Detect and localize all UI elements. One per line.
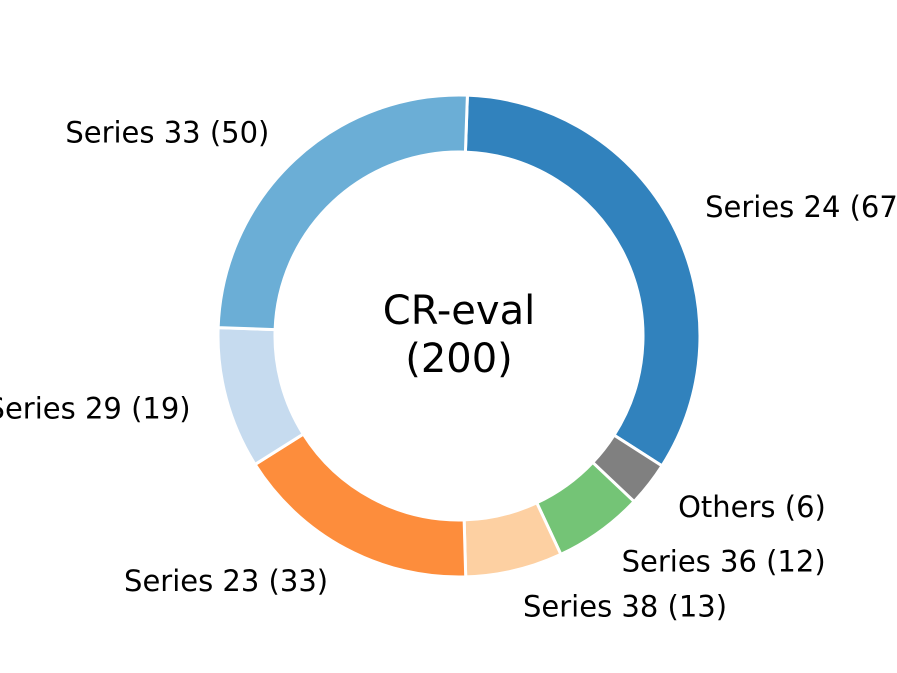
slice-label-7: Series 33 (50) [65,116,269,150]
slice-label-2: Others (6) [678,490,826,524]
slice-labels: Series 24 (67) Others (6) Series 36 (12) Se… [0,116,897,624]
slice-label-5: Series 23 (33) [124,564,328,598]
slice-label-1: Series 24 (67) [705,190,897,224]
slice-1 [463,93,702,468]
slice-label-6: Series 29 (19) [0,391,191,425]
donut-slices [216,93,702,579]
slice-label-4: Series 38 (13) [523,590,727,624]
slice-label-3: Series 36 (12) [622,545,826,579]
center-title: CR-eval [383,288,535,334]
slice-5 [253,432,468,579]
slice-7 [216,93,469,332]
center-total: (200) [405,336,513,382]
